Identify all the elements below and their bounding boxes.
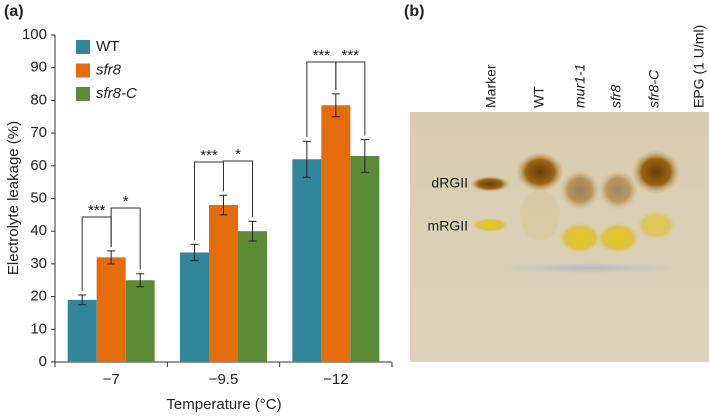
error-bar [136, 273, 145, 288]
y-tick-label: 30 [30, 255, 47, 272]
significance-label: *** [313, 47, 331, 64]
error-bar [190, 243, 199, 262]
significance-label: *** [200, 147, 218, 164]
legend-swatch [76, 63, 90, 78]
error-bar [248, 220, 257, 242]
error-bar [219, 194, 228, 216]
lane-label: sfr8-C [646, 69, 662, 108]
error-bar [302, 140, 311, 178]
significance-bracket [110, 207, 141, 270]
y-tick-label: 20 [30, 288, 47, 305]
y-tick-label: 80 [30, 91, 47, 108]
y-tick-label: 0 [39, 353, 47, 370]
legend-swatch [76, 40, 90, 54]
bar [67, 299, 97, 362]
y-tick-label: 60 [30, 157, 47, 174]
significance-label: * [235, 146, 241, 163]
error-bar [78, 294, 87, 306]
panel-label: (a) [4, 3, 24, 20]
y-tick-label: 90 [30, 59, 47, 76]
legend-label: WT [96, 38, 119, 55]
panel-label: (b) [404, 3, 424, 20]
lane-label: mur1-1 [572, 64, 588, 108]
lane-label: Marker [483, 64, 499, 108]
significance-label: *** [88, 202, 106, 219]
band-label: dRGII [431, 175, 468, 191]
gel-image [410, 112, 709, 362]
x-tick-label: −7 [103, 371, 120, 388]
significance-label: *** [342, 47, 360, 64]
lane-label: WT [531, 86, 547, 108]
x-tick-label: −9.5 [209, 371, 239, 388]
legend-label: sfr8-C [96, 85, 137, 102]
y-tick-label: 50 [30, 189, 47, 206]
x-tick-label: −12 [323, 371, 348, 388]
bar [350, 155, 380, 362]
error-bar [107, 250, 116, 265]
bar [180, 252, 209, 362]
bar [209, 205, 238, 362]
lane-label: EPG (1 U/ml) [691, 25, 707, 108]
error-bar [360, 139, 369, 173]
significance-label: * [123, 193, 129, 210]
y-axis-label: Electrolyte leakage (%) [5, 121, 22, 275]
y-tick-label: 10 [30, 320, 47, 337]
bar [96, 257, 126, 362]
band-label: mRGII [428, 218, 468, 234]
bar [125, 280, 155, 362]
bar [238, 231, 267, 362]
bar [292, 159, 322, 362]
y-tick-label: 70 [30, 124, 47, 141]
significance-bracket [223, 160, 253, 218]
legend-swatch [76, 87, 90, 101]
y-tick-label: 40 [30, 222, 47, 239]
y-tick-label: 100 [22, 26, 47, 43]
x-axis-label: Temperature (°C) [166, 396, 281, 413]
legend-label: sfr8 [96, 61, 122, 78]
error-bar [331, 93, 340, 118]
lane-label: sfr8 [608, 84, 624, 108]
significance-bracket [335, 61, 366, 136]
bar [321, 105, 351, 363]
